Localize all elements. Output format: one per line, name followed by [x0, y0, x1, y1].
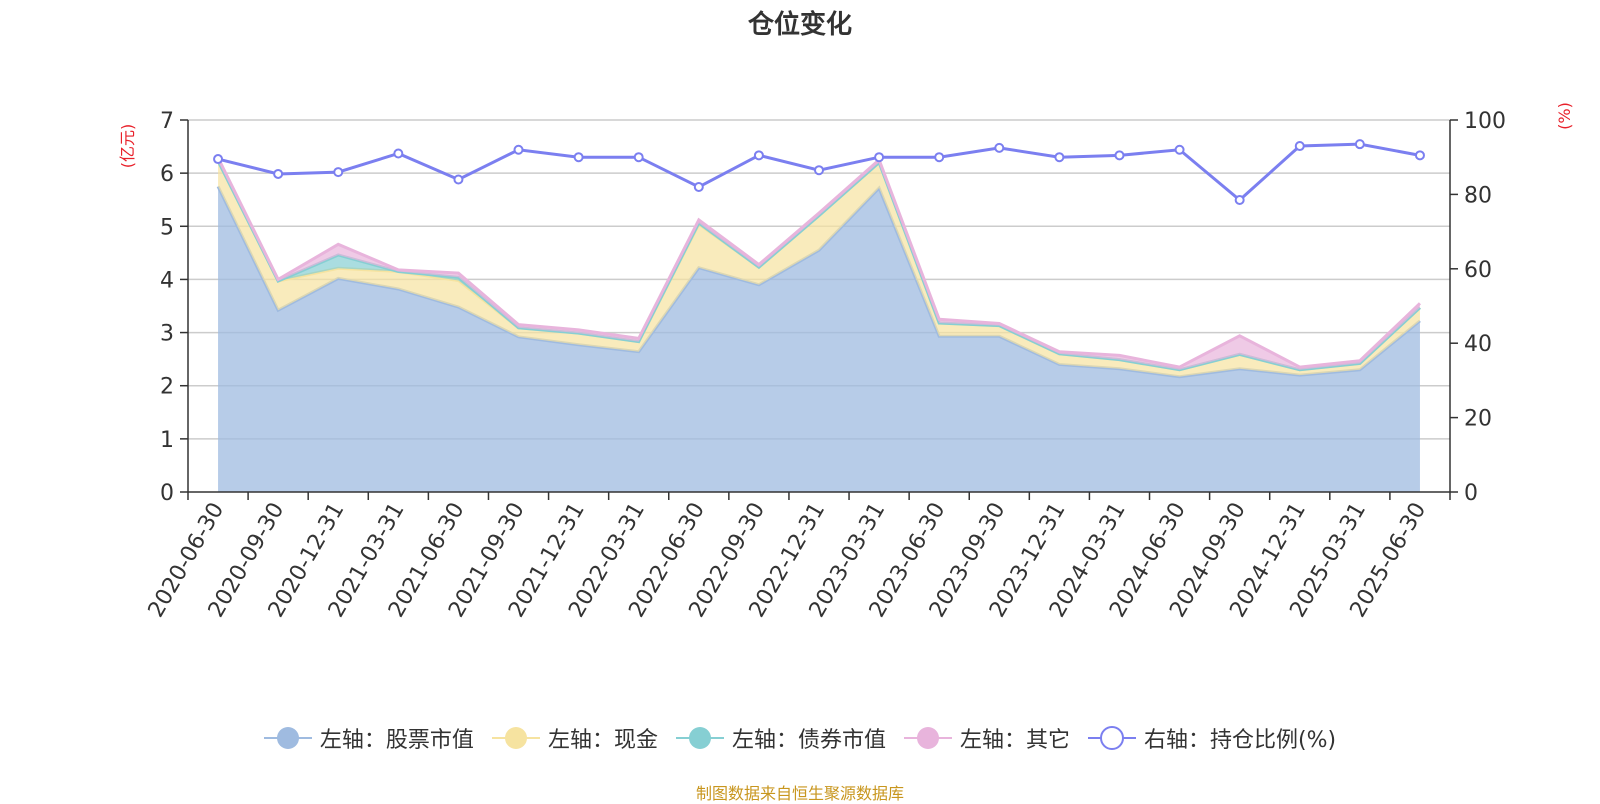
left-tick-label: 6: [160, 162, 174, 187]
ratio-point: [1234, 194, 1245, 205]
legend-marker-icon: [903, 727, 952, 749]
left-tick-label: 5: [160, 215, 174, 240]
right-tick-label: 100: [1464, 109, 1506, 134]
legend-marker-icon: [263, 727, 312, 749]
legend-marker-icon: [675, 727, 724, 749]
area-layer: [216, 157, 1421, 492]
left-tick-label: 2: [160, 375, 174, 400]
left-axis-label: (亿元): [118, 124, 137, 169]
area-series-1: [218, 186, 1420, 492]
legend-marker-icon: [1087, 726, 1136, 750]
ratio-point: [633, 152, 644, 163]
ratio-point: [814, 165, 824, 176]
legend-item[interactable]: 左轴：其它: [903, 722, 1070, 754]
ratio-point: [273, 168, 284, 179]
ratio-point: [1294, 141, 1305, 152]
left-tick-label: 1: [160, 428, 174, 453]
chart-legend: 左轴：股票市值 左轴：现金 左轴：债券市值 左轴：其它 右轴：持仓比例(%): [0, 722, 1600, 754]
legend-item[interactable]: 左轴：现金: [491, 722, 658, 754]
chart-title: 仓位变化: [747, 10, 852, 40]
ratio-point: [453, 174, 464, 185]
legend-label: 左轴：其它: [959, 728, 1070, 753]
left-tick-label: 4: [160, 268, 174, 293]
legend-label: 左轴：现金: [547, 728, 658, 753]
ratio-point: [333, 167, 344, 178]
right-axis-label: (%): [1555, 102, 1574, 130]
legend-item[interactable]: 右轴：持仓比例(%): [1087, 722, 1337, 754]
left-tick-label: 7: [160, 109, 174, 134]
ratio-point: [1354, 139, 1365, 150]
left-tick-label: 0: [160, 481, 174, 506]
legend-label: 左轴：债券市值: [731, 728, 886, 753]
ratio-point: [213, 154, 224, 165]
legend-item[interactable]: 左轴：股票市值: [263, 722, 474, 754]
ratio-point: [513, 144, 524, 155]
right-tick-label: 0: [1464, 481, 1478, 506]
legend-item[interactable]: 左轴：债券市值: [675, 722, 886, 754]
ratio-point: [693, 181, 704, 192]
ratio-point: [1054, 152, 1065, 163]
ratio-point: [934, 152, 945, 163]
legend-label: 左轴：股票市值: [319, 728, 474, 753]
ratio-point: [1114, 150, 1125, 161]
right-tick-label: 20: [1464, 407, 1492, 432]
area-series-line-4: [216, 157, 1421, 369]
source-note: 制图数据来自恒生聚源数据库: [695, 784, 904, 803]
ratio-point: [874, 152, 885, 163]
ratio-point: [753, 150, 764, 161]
line-layer: [213, 139, 1425, 205]
right-tick-label: 80: [1464, 183, 1492, 208]
left-tick-label: 3: [160, 322, 174, 347]
legend-label: 右轴：持仓比例(%): [1143, 728, 1337, 753]
ratio-point: [393, 148, 404, 159]
right-tick-label: 60: [1464, 258, 1492, 283]
right-tick-label: 40: [1464, 332, 1492, 357]
legend-marker-icon: [491, 727, 540, 749]
ratio-point: [994, 142, 1005, 153]
ratio-point: [1174, 144, 1185, 155]
ratio-point: [573, 152, 584, 163]
ratio-point: [1414, 150, 1425, 161]
